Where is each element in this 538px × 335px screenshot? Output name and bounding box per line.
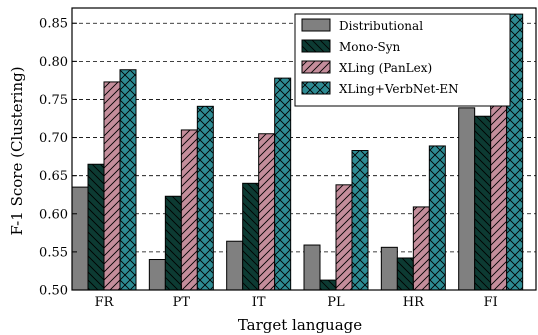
bar-hatch <box>197 106 214 291</box>
bar-distributional-fi <box>458 107 476 291</box>
legend-swatch-hatch <box>302 82 330 94</box>
bar-hatch <box>104 81 120 290</box>
y-tick-label: 0.50 <box>39 284 68 299</box>
bar-hatch <box>320 280 336 290</box>
bar-hatch <box>181 129 198 290</box>
bar-hatch <box>336 184 352 290</box>
bar-distributional-pt <box>148 259 166 291</box>
legend-swatch-hatch <box>302 40 330 52</box>
bar-hatch <box>242 183 259 290</box>
x-tick-label: HR <box>403 295 425 310</box>
bar-hatch <box>258 133 275 290</box>
y-tick-label: 0.70 <box>39 131 68 146</box>
bar-hatch <box>397 257 414 290</box>
bar-hatch <box>352 150 368 290</box>
y-axis-label: F-1 Score (Clustering) <box>8 66 26 235</box>
axes <box>71 7 537 291</box>
bar-hatch <box>120 69 136 290</box>
legend-label: Distributional <box>339 19 423 33</box>
bar-distributional-it <box>226 240 244 291</box>
bar-hatch <box>474 116 491 291</box>
bar-hatch <box>88 164 104 290</box>
y-tick-label: 0.65 <box>39 169 68 184</box>
x-tick-label: PL <box>327 295 345 310</box>
legend-label: XLing+VerbNet-EN <box>339 82 459 96</box>
legend-frame <box>294 13 511 107</box>
x-tick-label: FI <box>484 295 498 310</box>
legend-label: Mono-Syn <box>339 40 401 54</box>
bar-hatch <box>274 78 291 290</box>
y-tick-label: 0.55 <box>39 245 68 260</box>
bar-hatch <box>429 145 446 290</box>
tick-labels: 0.50 0.55 0.60 0.65 0.70 0.75 0.80 0.85 FR PT IT PL… <box>39 17 498 310</box>
bar-hatch <box>506 14 523 291</box>
y-tick-label: 0.80 <box>39 55 68 70</box>
x-tick-label: IT <box>252 295 266 310</box>
bar-hatch <box>165 196 182 290</box>
legend: Distributional Mono-Syn XLing (PanLex) XLin… <box>294 13 511 107</box>
bar-distributional-fr <box>71 186 89 291</box>
bars <box>71 13 524 291</box>
plot-frame <box>71 7 537 291</box>
bar-distributional-hr <box>380 246 398 291</box>
x-axis-label: Target language <box>238 316 362 334</box>
x-tick-label: FR <box>95 295 115 310</box>
legend-swatch-hatch <box>302 61 330 73</box>
y-tick-label: 0.85 <box>39 17 68 32</box>
y-tick-label: 0.75 <box>39 93 68 108</box>
legend-swatch <box>301 18 331 32</box>
y-tick-label: 0.60 <box>39 207 68 222</box>
bar-hatch <box>490 61 507 291</box>
x-tick-label: PT <box>173 295 191 310</box>
bar-distributional-pl <box>303 244 321 291</box>
legend-label: XLing (PanLex) <box>339 61 432 75</box>
bar-hatch <box>413 206 430 290</box>
